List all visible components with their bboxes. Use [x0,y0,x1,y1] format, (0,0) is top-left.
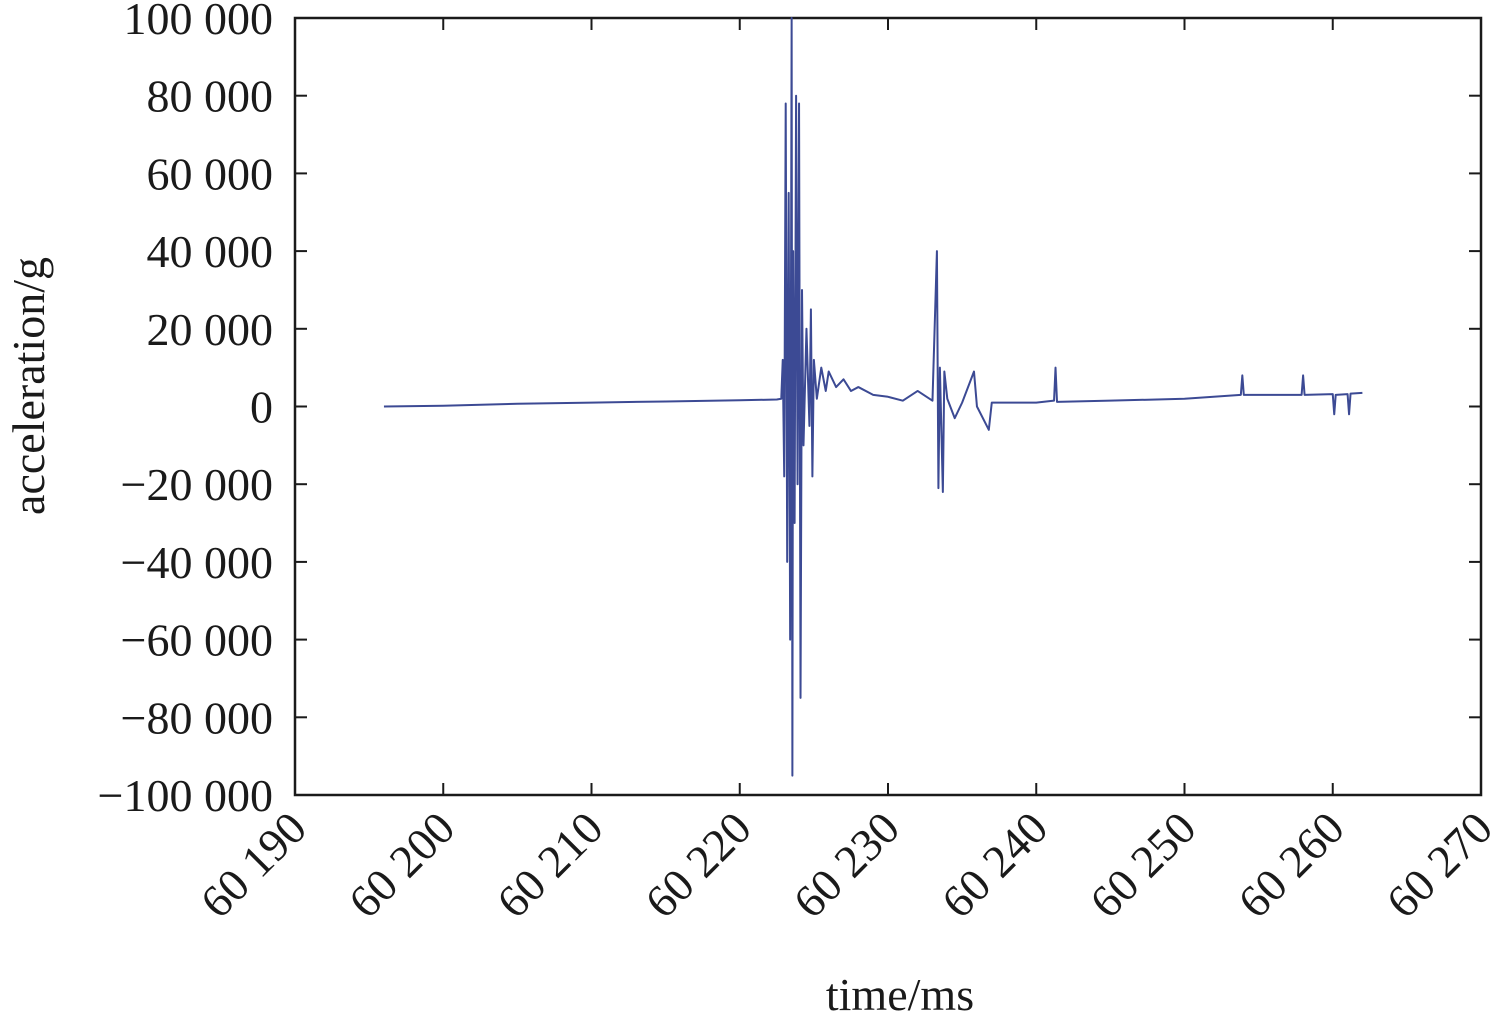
data-line [383,17,1363,777]
y-tick-label: 100 000 [124,0,274,44]
y-tick-label: 0 [250,382,273,433]
y-tick-label: 20 000 [147,304,274,355]
y-tick-label: 40 000 [147,226,274,277]
x-tick-label: 60 270 [1377,802,1501,928]
x-axis-label: time/ms [826,969,974,1016]
y-tick-label: 80 000 [147,71,274,122]
x-tick-label: 60 230 [784,802,910,928]
x-tick-label: 60 260 [1228,802,1354,928]
x-tick-label: 60 250 [1080,802,1206,928]
y-tick-label: −60 000 [121,615,273,666]
plot-frame [293,16,1483,797]
x-tick-label: 60 200 [339,802,465,928]
x-tick-label: 60 240 [932,802,1058,928]
y-tick-label: −80 000 [121,692,273,743]
y-tick-label: −100 000 [98,770,273,821]
x-tick-label: 60 210 [487,802,613,928]
y-tick-label: −20 000 [121,459,273,510]
y-tick-label: −40 000 [121,537,273,588]
y-axis-label: acceleration/g [3,257,54,515]
x-tick-label: 60 220 [635,802,761,928]
y-tick-label: 60 000 [147,148,274,199]
